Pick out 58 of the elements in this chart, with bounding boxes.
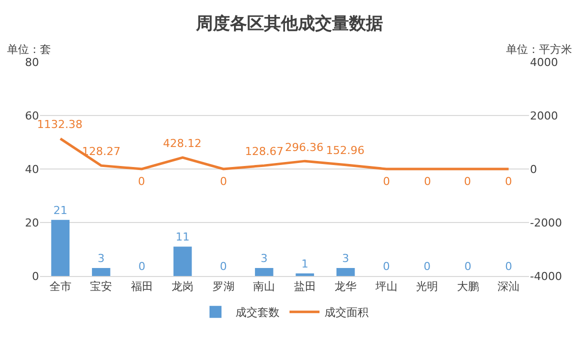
legend-label: 成交套数 (236, 306, 280, 320)
data-label: 0 (424, 260, 431, 273)
x-tick-label: 全市 (49, 280, 72, 294)
y2-tick-label: 4000 (530, 56, 558, 69)
data-label: 3 (98, 252, 105, 265)
data-label: 152.96 (326, 144, 364, 157)
data-label: 21 (53, 204, 68, 217)
y-tick-label: 40 (25, 162, 39, 176)
x-tick-label: 福田 (130, 280, 153, 294)
data-label: 0 (424, 175, 431, 188)
data-label: 3 (342, 252, 350, 265)
legend-label: 成交面积 (324, 306, 368, 320)
y2-tick-label: -2000 (530, 216, 562, 230)
data-label: 0 (138, 260, 146, 273)
x-tick-label: 坪山 (374, 280, 398, 294)
data-label: 128.67 (245, 145, 284, 158)
x-tick-label: 宝安 (90, 280, 112, 294)
x-tick-label: 盐田 (294, 280, 316, 294)
x-tick-label: 深汕 (498, 280, 520, 294)
y-tick-label: 60 (25, 109, 39, 122)
data-label: 0 (220, 260, 227, 273)
data-label: 0 (382, 260, 390, 273)
data-label: 0 (464, 260, 472, 273)
data-label: 11 (176, 230, 190, 244)
data-label: 296.36 (285, 141, 324, 154)
x-tick-label: 龙岗 (172, 280, 194, 294)
x-tick-label: 罗湖 (212, 280, 234, 294)
data-label: 0 (383, 175, 390, 188)
y-tick-label: 80 (25, 56, 39, 69)
bar (51, 220, 70, 276)
y2-tick-label: -4000 (530, 270, 562, 283)
bar (254, 268, 274, 276)
bar (173, 246, 192, 276)
text: 单位：平方米 (506, 43, 572, 56)
data-label: 0 (505, 260, 512, 273)
y-tick-label: 0 (32, 270, 39, 283)
line-series (59, 137, 510, 170)
data-label: 428.12 (163, 137, 202, 150)
data-label: 0 (138, 175, 145, 188)
x-tick-label: 大鹏 (456, 280, 479, 294)
bar (336, 268, 355, 276)
data-label: 1 (301, 257, 308, 270)
bar (296, 273, 314, 276)
y-tick-label: 20 (25, 216, 39, 230)
x-tick-label: 龙华 (334, 280, 357, 294)
data-label: 128.27 (82, 145, 120, 158)
x-tick-label: 南山 (253, 280, 276, 294)
data-label: 3 (260, 252, 268, 265)
x-tick-label: 光明 (416, 280, 438, 294)
chart-title: 周度各区其他成交量数据 (195, 14, 383, 33)
data-label: 1132.38 (37, 118, 82, 131)
data-label: 0 (505, 175, 512, 188)
text: 单位：套 (7, 43, 51, 56)
y2-tick-label: 2000 (530, 109, 558, 122)
data-label: 0 (220, 175, 227, 188)
data-label: 0 (464, 175, 471, 188)
bar (92, 268, 110, 276)
y2-tick-label: 0 (530, 162, 537, 176)
